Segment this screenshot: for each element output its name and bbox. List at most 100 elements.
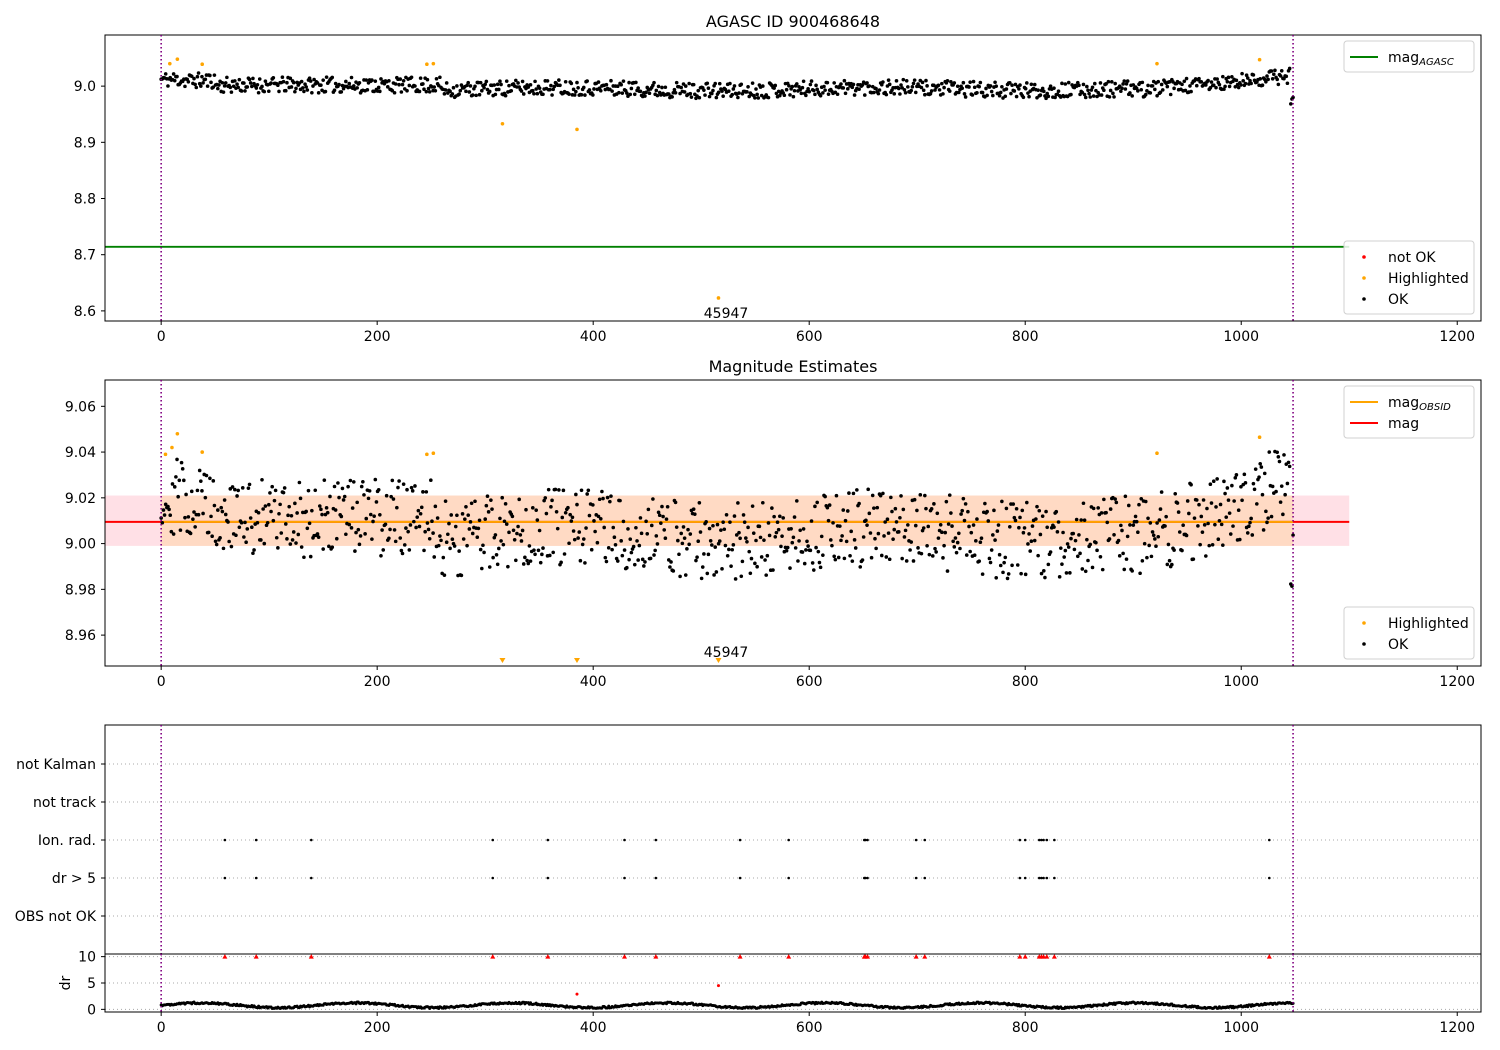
ok-point: [719, 528, 723, 532]
ok-point: [562, 552, 567, 556]
ok-point: [689, 95, 694, 99]
ok-point: [621, 519, 626, 524]
ok-point: [691, 507, 696, 511]
ok-point: [277, 511, 281, 516]
ok-point: [193, 525, 197, 529]
ok-point: [739, 574, 744, 579]
ok-point: [996, 523, 1001, 527]
ok-point: [782, 93, 787, 98]
ok-point: [748, 571, 753, 576]
ok-point: [294, 541, 298, 545]
highlighted-point: [1155, 61, 1159, 66]
ok-point: [1113, 497, 1117, 501]
ok-point: [947, 89, 952, 93]
ok-point: [583, 93, 587, 97]
ok-point: [738, 536, 742, 541]
ok-point: [1079, 518, 1083, 522]
ok-point: [387, 79, 391, 83]
ok-point: [273, 488, 278, 493]
ok-point: [1148, 521, 1153, 525]
ok-point: [1065, 542, 1070, 546]
ok-point: [652, 553, 656, 557]
ok-point: [1165, 84, 1170, 89]
ok-point: [686, 527, 690, 532]
ok-point: [1227, 84, 1232, 89]
ok-point: [203, 77, 208, 82]
ok-point: [849, 529, 853, 534]
flag-point: [1268, 876, 1271, 880]
ok-point: [1188, 84, 1192, 88]
ok-point: [1004, 506, 1009, 511]
ok-point: [851, 82, 856, 87]
top-panel-title: AGASC ID 900468648: [706, 12, 880, 31]
ok-point: [250, 84, 254, 89]
ok-point: [569, 81, 574, 86]
highlighted-point: [500, 121, 505, 126]
ok-point: [1018, 83, 1022, 87]
ok-point: [470, 93, 475, 97]
ok-point: [885, 517, 890, 522]
highlighted-point: [575, 127, 579, 132]
ok-point: [305, 88, 310, 92]
ok-point: [845, 87, 850, 91]
ok-point: [1037, 508, 1042, 513]
ok-point: [236, 488, 241, 493]
ok-point: [393, 539, 398, 544]
ok-point: [815, 500, 819, 505]
ok-point: [881, 491, 885, 496]
ok-point: [419, 505, 424, 510]
ok-point: [1089, 88, 1094, 92]
dr-capped-marker: [786, 954, 792, 959]
ok-point: [396, 485, 400, 490]
ok-point: [1184, 533, 1189, 538]
ok-point: [507, 83, 511, 88]
ok-point: [1279, 69, 1284, 73]
ok-point: [1260, 83, 1265, 88]
ok-point: [707, 526, 712, 531]
ok-point: [842, 78, 847, 83]
ok-point: [839, 82, 843, 86]
ok-point: [195, 488, 200, 493]
ok-point: [544, 511, 549, 516]
ok-point: [341, 498, 346, 502]
ok-point: [877, 88, 882, 92]
flag-point: [309, 876, 313, 880]
highlighted-point: [175, 57, 180, 61]
ok-point: [1202, 523, 1207, 527]
ok-point: [1121, 82, 1125, 86]
ok-point: [1211, 83, 1216, 87]
legend-label: OK: [1388, 637, 1409, 653]
ok-point: [638, 89, 643, 94]
ok-point: [1045, 91, 1049, 96]
ok-point: [1277, 459, 1282, 464]
ok-point: [211, 85, 216, 89]
ok-point: [235, 494, 239, 498]
ok-point: [1278, 74, 1283, 78]
ok-point: [691, 82, 696, 87]
ok-point: [792, 88, 797, 93]
ok-point: [203, 495, 208, 500]
ok-point: [1008, 524, 1012, 529]
ok-point: [884, 92, 889, 97]
legend-swatch: [1362, 621, 1366, 625]
ok-point: [1272, 72, 1276, 77]
legend-label-main: mag: [1388, 416, 1419, 432]
ok-point: [1013, 518, 1018, 523]
ok-point: [1165, 562, 1170, 567]
ok-point: [552, 84, 557, 89]
ok-point: [1001, 570, 1005, 575]
ok-point: [316, 535, 321, 539]
ok-point: [912, 497, 917, 502]
ok-point: [1213, 522, 1217, 527]
ok-point: [934, 550, 938, 554]
ok-point: [659, 521, 663, 525]
ok-point: [566, 505, 570, 510]
ok-point: [229, 90, 234, 94]
y-tick-label: 10: [78, 950, 96, 966]
ok-point: [850, 85, 855, 90]
ok-point: [894, 79, 899, 83]
ok-point: [908, 548, 912, 552]
ok-point: [1279, 484, 1284, 488]
top-panel-frame: [104, 34, 1482, 322]
ok-point: [282, 486, 287, 490]
